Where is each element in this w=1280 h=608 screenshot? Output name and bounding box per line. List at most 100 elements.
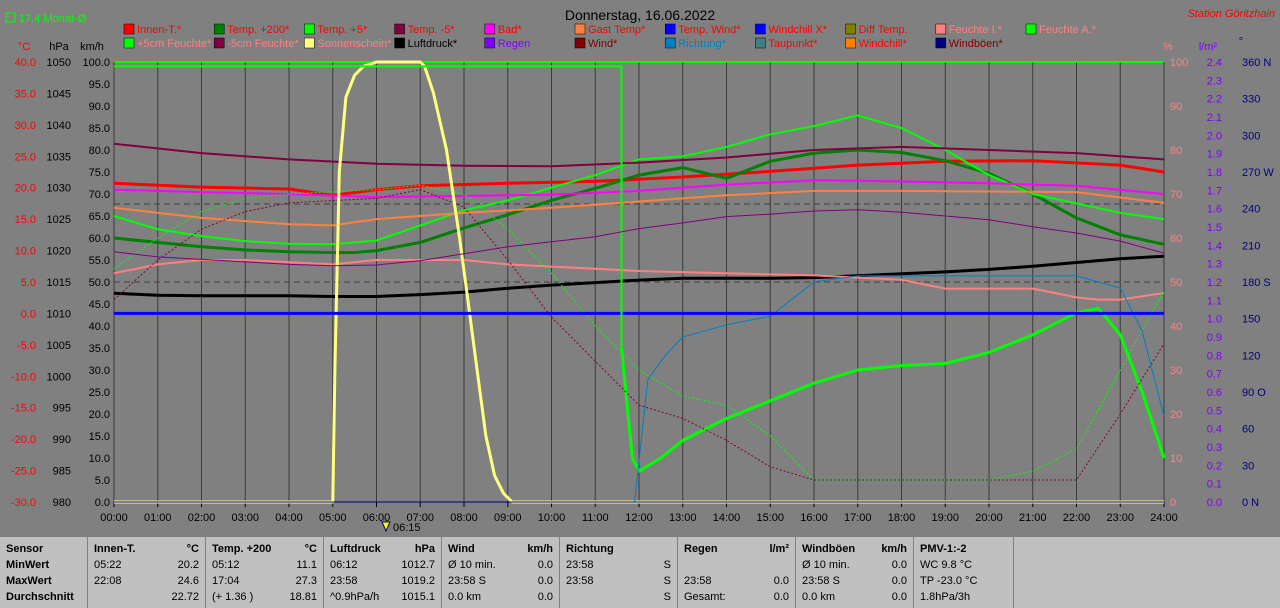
humidity-axis-tick-label: 100	[1170, 57, 1188, 69]
stats-cell-value: 1015.1	[401, 591, 435, 603]
legend-swatch	[935, 23, 947, 35]
series-luftdruck-thin	[113, 209, 1165, 267]
humidity-axis-tick-label: 10	[1170, 453, 1182, 465]
x-tick-label: 19:00	[931, 512, 959, 524]
temp-axis-tick-label: -20.0	[11, 434, 36, 446]
x-tick-label: 18:00	[888, 512, 916, 524]
stats-cell-value: S	[663, 559, 671, 571]
stats-cell-time: 23:58 S	[802, 575, 840, 587]
legend-item-temp-5: Temp. +5*	[304, 23, 368, 36]
direction-axis-tick-label: 120	[1242, 350, 1260, 362]
rain-axis-tick-label: 1.5	[1207, 222, 1222, 234]
legend-swatch	[484, 37, 496, 49]
rain-axis-tick-label: 2.0	[1207, 130, 1222, 142]
stats-cell-value: 1012.7	[401, 559, 435, 571]
legend-item-windchill: Windchill*	[845, 37, 908, 50]
humidity-axis-tick-label: 70	[1170, 189, 1182, 201]
wind-axis-tick-label: 0.0	[95, 497, 110, 509]
humidity-axis-tick-label: 60	[1170, 233, 1182, 245]
legend-swatch	[935, 37, 947, 49]
pressure-axis-tick-label: 990	[53, 434, 71, 446]
direction-axis-tick-label: 330	[1242, 94, 1260, 106]
temp-axis-tick-label: -5.0	[17, 340, 36, 352]
legend-item-windchill-x: Windchill X*	[755, 23, 828, 36]
stats-cell-value: 18.81	[289, 591, 317, 603]
x-tick-label: 10:00	[538, 512, 566, 524]
legend-swatch	[845, 23, 856, 35]
series-5cm-feuchte	[113, 184, 1165, 481]
rain-axis-tick-label: 0.7	[1207, 369, 1222, 381]
chart-title: Donnerstag, 16.06.2022	[565, 7, 715, 23]
series-innen-t	[113, 159, 1165, 197]
weather-chart: 40.0 35.0 30.0 25.0 20.0 15.0 10.0 5.0 0.0 -5.0 -1…	[5, 7, 1275, 534]
x-tick-label: 06:00	[363, 512, 391, 524]
legend-label: Windchill X*	[768, 24, 827, 36]
stats-cell-value: S	[663, 591, 671, 603]
legend-item-diff-temp: Diff Temp.	[845, 23, 908, 36]
rain-axis-tick-label: 0.0	[1207, 497, 1222, 509]
pressure-axis-tick-label: 1010	[47, 308, 71, 320]
legend-item-bad: Bad*	[484, 23, 522, 36]
series-temp-5	[113, 142, 1165, 168]
legend-item-richtung: Richtung*	[664, 37, 727, 50]
legend-label: Temp. +5*	[317, 24, 368, 36]
rain-axis-tick-label: 0.4	[1207, 424, 1222, 436]
x-tick-label: 12:00	[625, 512, 653, 524]
rain-axis-tick-label: 0.6	[1207, 387, 1222, 399]
direction-axis-tick-label: 300	[1242, 130, 1260, 142]
legend-item-windb-en: Windböen*	[935, 37, 1003, 50]
stats-column-windb-en: Windböen km/h Ø 10 min. 0.0 23:58 S 0.0 0.0 km…	[796, 537, 914, 608]
direction-axis-tick-label: 60	[1242, 424, 1254, 436]
stats-cell-time: 0.0 km	[448, 591, 482, 603]
unit-lm2: l/m²	[1199, 41, 1218, 53]
temp-axis-tick-label: 0.0	[21, 308, 36, 320]
stats-cell-value: 0.0	[537, 559, 553, 571]
statistics-panel: Sensor MinWert MaxWert Durchschnitt Inne…	[0, 537, 1280, 608]
unit-kmh: km/h	[80, 41, 104, 53]
legend-item-gast-temp: Gast Temp*	[574, 23, 646, 36]
legend-swatch	[755, 37, 766, 49]
stats-label-max: MaxWert	[6, 575, 52, 587]
x-tick-label: 22:00	[1063, 512, 1091, 524]
station-name: Station Göritzhain	[1188, 8, 1275, 20]
stats-cell-time: 17:04	[212, 575, 240, 587]
stats-cell-time: Gesamt:	[684, 591, 726, 603]
temp-axis-tick-label: 15.0	[15, 214, 36, 226]
sunrise-marker: 06:15	[381, 521, 421, 534]
temp-axis-tick-label: 20.0	[15, 183, 36, 195]
rain-axis-tick-label: 1.3	[1207, 259, 1222, 271]
stats-cell-time: 06:12	[330, 559, 358, 571]
legend-swatch	[664, 23, 676, 35]
temp-axis-tick-label: 25.0	[15, 151, 36, 163]
stats-cell-time: Ø 10 min.	[448, 559, 496, 571]
wind-axis-tick-label: 15.0	[89, 431, 110, 443]
rain-axis-tick-label: 1.8	[1207, 167, 1222, 179]
legend-item-feuchte-i: Feuchte I.*	[935, 23, 1003, 36]
stats-column-title: Temp. +200	[212, 543, 272, 555]
series-luftdruck	[113, 254, 1165, 298]
stats-cell-value: 27.3	[295, 575, 317, 587]
legend-item-regen: Regen	[484, 37, 530, 50]
humidity-axis-tick-label: 0	[1170, 497, 1176, 509]
pressure-axis-tick-label: 995	[53, 403, 71, 415]
series-5cm-feuchte	[113, 189, 1165, 481]
legend-label: Sonnenschein*	[317, 38, 392, 50]
legend-label: Temp. Wind*	[678, 24, 741, 36]
direction-axis-tick-label: 150	[1242, 314, 1260, 326]
series-humidity-prior	[114, 65, 623, 348]
humidity-axis-tick-label: 90	[1170, 101, 1182, 113]
stats-column-unit: km/h	[527, 543, 553, 555]
temp-axis-tick-label: 35.0	[15, 88, 36, 100]
stats-label-avg: Durchschnitt	[6, 591, 74, 603]
monthly-avg-icon	[5, 12, 16, 23]
stats-cell-value: 0.0	[891, 591, 907, 603]
x-tick-label: 24:00	[1150, 512, 1178, 524]
x-tick-label: 00:00	[100, 512, 128, 524]
legend-swatch	[123, 23, 135, 35]
pressure-axis-tick-label: 1020	[47, 246, 71, 258]
wind-axis-tick-label: 45.0	[89, 299, 110, 311]
legend-swatch	[574, 23, 586, 35]
monthly-avg-label: 17.4 Monat-Ø	[19, 13, 87, 25]
pressure-axis-tick-label: 1040	[47, 120, 71, 132]
stats-column-luftdruck: Luftdruck hPa 06:12 1012.7 23:58 1019.2 ^0.9hP…	[324, 537, 442, 608]
